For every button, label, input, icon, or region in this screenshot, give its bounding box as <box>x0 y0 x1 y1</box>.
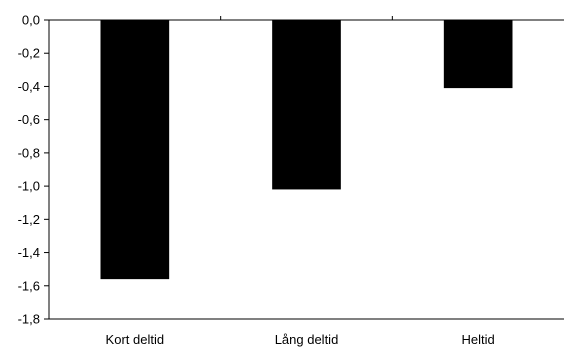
bar <box>272 20 341 190</box>
bar <box>443 20 513 89</box>
y-tick-label: 0,0 <box>22 13 40 28</box>
x-category-label: Lång deltid <box>275 332 339 347</box>
y-tick-label: -1,2 <box>18 212 40 227</box>
x-category-label: Heltid <box>462 332 495 347</box>
y-tick-label: -1,6 <box>18 278 40 293</box>
y-tick-label: -1,8 <box>18 312 40 327</box>
x-category-label: Kort deltid <box>106 332 165 347</box>
x-axis: Kort deltid Lång deltid Heltid <box>49 16 564 347</box>
y-axis: 0,0 -0,2 -0,4 -0,6 -0,8 -1,0 -1,2 -1,4 -1,6 -1,8 <box>18 13 50 327</box>
y-tick-label: -0,6 <box>18 112 40 127</box>
y-tick-label: -0,2 <box>18 46 40 61</box>
y-tick-label: -0,4 <box>18 79 40 94</box>
y-tick-label: -0,8 <box>18 145 40 160</box>
bar <box>100 20 170 280</box>
y-tick-label: -1,0 <box>18 179 40 194</box>
bars-group <box>100 20 513 280</box>
y-tick-label: -1,4 <box>18 245 40 260</box>
